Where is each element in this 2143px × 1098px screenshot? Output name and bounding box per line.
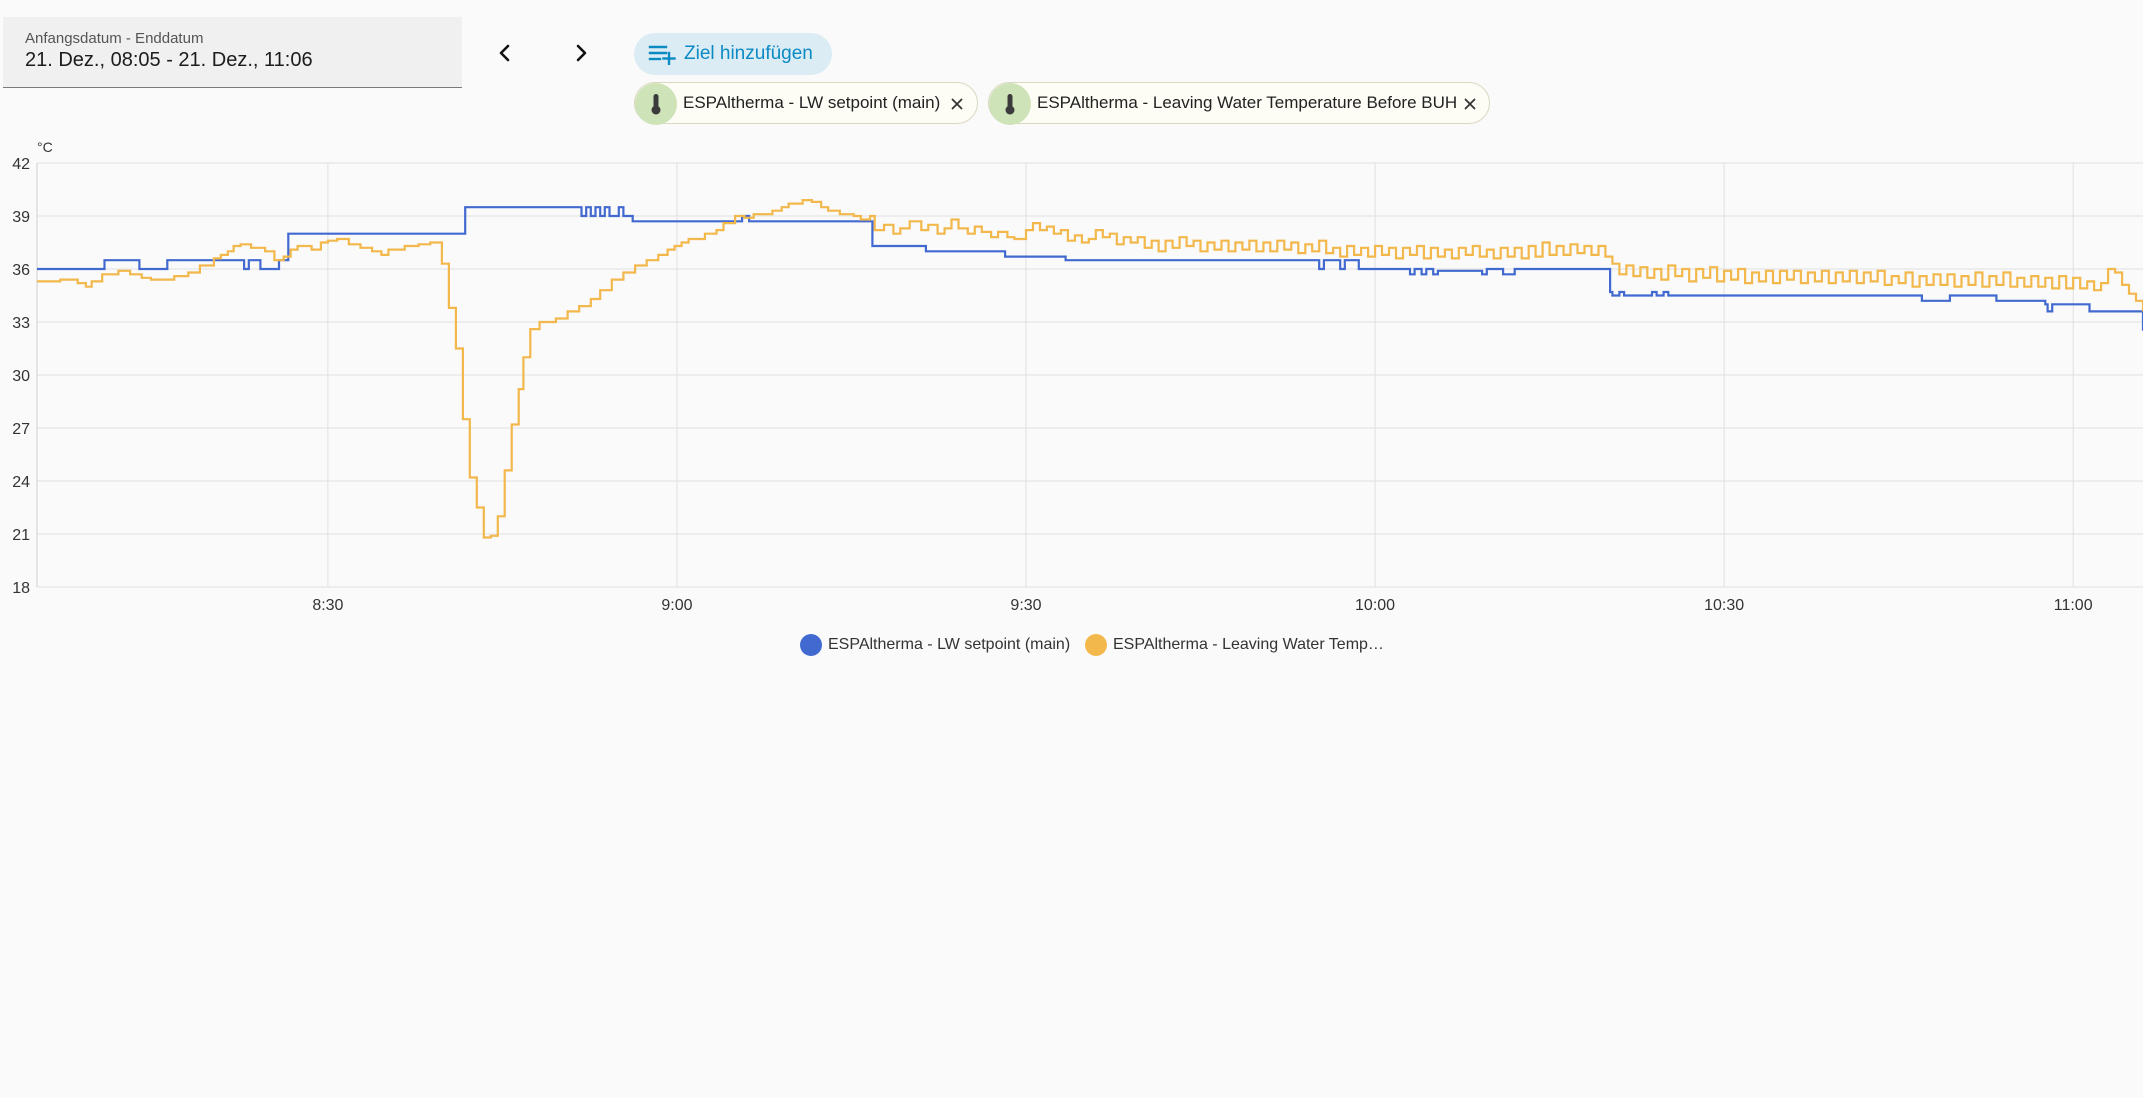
y-tick-label: 39 xyxy=(12,209,30,226)
series-line-lw-setpoint xyxy=(37,206,2143,331)
date-range-field[interactable]: Anfangsdatum - Enddatum 21. Dez., 08:05 … xyxy=(3,17,462,88)
y-tick-label: 18 xyxy=(12,580,30,597)
legend-color-dot xyxy=(800,634,822,656)
x-tick-label: 9:30 xyxy=(1010,597,1041,614)
y-axis: 18 21 24 27 30 33 36 39 42 xyxy=(12,156,30,597)
y-tick-label: 36 xyxy=(12,262,30,279)
add-target-button[interactable]: Ziel hinzufügen xyxy=(634,33,832,75)
y-axis-unit-label: °C xyxy=(37,139,53,155)
target-chip-lw-setpoint[interactable]: ESPAltherma - LW setpoint (main) xyxy=(634,82,978,125)
x-tick-label: 10:00 xyxy=(1355,597,1395,614)
y-tick-label: 24 xyxy=(12,474,30,491)
y-tick-label: 21 xyxy=(12,527,30,544)
legend-label: ESPAltherma - Leaving Water Temp… xyxy=(1113,636,1384,653)
legend-color-dot xyxy=(1085,634,1107,656)
y-tick-label: 42 xyxy=(12,156,30,173)
y-tick-label: 33 xyxy=(12,315,30,332)
target-chip-label: ESPAltherma - LW setpoint (main) xyxy=(683,93,941,112)
x-tick-label: 11:00 xyxy=(2054,597,2093,614)
previous-period-button[interactable] xyxy=(485,33,525,73)
date-range-value[interactable]: 21. Dez., 08:05 - 21. Dez., 11:06 xyxy=(25,49,313,71)
legend-label: ESPAltherma - LW setpoint (main) xyxy=(828,636,1071,653)
y-tick-label: 27 xyxy=(12,421,30,438)
legend-item-leaving-water-temp[interactable]: ESPAltherma - Leaving Water Temp… xyxy=(1085,632,1384,658)
x-tick-label: 10:30 xyxy=(1704,597,1744,614)
playlist-plus-icon xyxy=(648,45,676,65)
date-range-label: Anfangsdatum - Enddatum xyxy=(25,30,204,47)
close-icon[interactable] xyxy=(1462,96,1478,112)
x-tick-label: 9:00 xyxy=(661,597,692,614)
target-chip-leaving-water-temp[interactable]: ESPAltherma - Leaving Water Temperature … xyxy=(988,82,1490,125)
thermometer-icon xyxy=(989,83,1031,125)
add-target-label: Ziel hinzufügen xyxy=(684,43,813,64)
thermometer-icon xyxy=(635,83,677,125)
next-period-button[interactable] xyxy=(561,33,601,73)
close-icon[interactable] xyxy=(949,96,965,112)
chart-series xyxy=(37,199,2143,539)
temperature-history-chart: °C 18 21 24 27 30 33 36 39 42 8:30 9:00 9:30 10:00 1… xyxy=(12,139,2143,614)
chevron-left-icon xyxy=(499,44,510,62)
chevron-right-icon xyxy=(576,44,587,62)
series-line-leaving-water-temp xyxy=(37,199,2143,539)
x-axis: 8:30 9:00 9:30 10:00 10:30 11:00 xyxy=(312,597,2092,614)
legend-item-lw-setpoint[interactable]: ESPAltherma - LW setpoint (main) xyxy=(800,632,1070,658)
x-tick-label: 8:30 xyxy=(312,597,343,614)
chart-grid xyxy=(36,162,2143,588)
target-chip-label: ESPAltherma - Leaving Water Temperature … xyxy=(1037,93,1458,112)
y-tick-label: 30 xyxy=(12,368,30,385)
